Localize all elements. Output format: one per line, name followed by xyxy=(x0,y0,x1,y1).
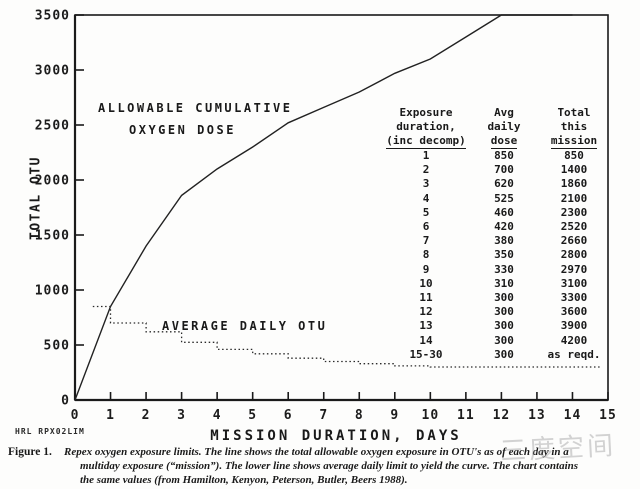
table-header-line: Total xyxy=(557,106,591,119)
table-cell: 300 xyxy=(494,347,514,361)
x-tick-label: 12 xyxy=(493,408,511,423)
table-cell: 6 xyxy=(422,219,430,233)
y-tick-label: 2000 xyxy=(35,174,70,189)
table-header-line: daily xyxy=(487,120,521,134)
table-cell: 380 xyxy=(494,234,514,248)
y-tick-label: 3000 xyxy=(35,64,70,79)
table-cell: 420 xyxy=(494,219,514,233)
table-cell: 3 xyxy=(422,177,430,191)
table-header-cell: Avg daily dose xyxy=(474,106,534,149)
x-tick-label: 13 xyxy=(528,408,546,423)
x-tick-label: 7 xyxy=(319,408,328,423)
plot-id-label: HRL RPX02LIM xyxy=(15,427,85,436)
table-header-line: Exposure xyxy=(399,106,453,119)
table-cell: 4200 xyxy=(560,333,588,347)
table-cell: 12 xyxy=(419,305,433,319)
table-header-line: dose xyxy=(490,134,518,149)
table-header-line: (inc decomp) xyxy=(386,134,466,149)
x-axis-title: MISSION DURATION, DAYS xyxy=(210,428,462,444)
exposure-limits-table: Exposure duration, (inc decomp) Avg daily dos… xyxy=(378,106,614,362)
average-daily-line xyxy=(92,305,601,368)
x-tick-label: 15 xyxy=(599,408,617,423)
table-cell: 5 xyxy=(422,205,430,219)
x-tick-label: 5 xyxy=(248,408,257,423)
x-tick-label: 0 xyxy=(71,408,80,423)
table-cell: 2800 xyxy=(560,248,588,262)
y-tick-label: 3500 xyxy=(35,9,70,24)
table-cell: 14 xyxy=(419,333,433,347)
caption-line: multiday exposure (“mission”). The lower… xyxy=(80,459,579,472)
y-axis-title: TOTAL OTU xyxy=(28,156,44,240)
table-cell: 7 xyxy=(422,234,430,248)
table-header-cell: Total this mission xyxy=(534,106,614,149)
figure-caption-label: Figure 1. xyxy=(8,446,52,458)
caption-line: the same values (from Hamilton, Kenyon, … xyxy=(80,473,408,486)
x-tick-label: 11 xyxy=(457,408,475,423)
table-cell: 13 xyxy=(419,319,433,333)
y-tick-label: 1000 xyxy=(35,284,70,299)
table-cell: 1400 xyxy=(560,163,588,177)
table-cell: 525 xyxy=(494,191,514,205)
table-cell: as reqd. xyxy=(547,347,601,361)
table-header-cell: Exposure duration, (inc decomp) xyxy=(378,106,474,149)
y-tick-label: 2500 xyxy=(35,119,70,134)
x-tick-label: 1 xyxy=(106,408,115,423)
x-tick-label: 2 xyxy=(142,408,151,423)
table-header-line: this xyxy=(560,120,588,134)
table-cell: 2100 xyxy=(560,191,588,205)
table-cell: 330 xyxy=(494,262,514,276)
table-cell: 2660 xyxy=(560,234,588,248)
table-cell: 15-30 xyxy=(409,347,443,361)
table-cell: 310 xyxy=(494,276,514,290)
table-cell: 300 xyxy=(494,290,514,304)
y-tick-label: 0 xyxy=(61,394,70,409)
table-cell: 300 xyxy=(494,333,514,347)
cumulative-curve xyxy=(74,14,573,401)
table-cell: 850 xyxy=(564,148,584,162)
table-header-line: Avg xyxy=(494,106,514,119)
table-cell: 2300 xyxy=(560,205,588,219)
x-tick-label: 6 xyxy=(284,408,293,423)
figure-caption: Figure 1. Repex oxygen exposure limits. … xyxy=(0,446,640,488)
table-cell: 3300 xyxy=(560,290,588,304)
table-cell: 3100 xyxy=(560,276,588,290)
table-header-line: duration, xyxy=(396,120,456,134)
table-cell: 2 xyxy=(422,163,430,177)
table-cell: 9 xyxy=(422,262,430,276)
y-tick-label: 1500 xyxy=(35,229,70,244)
table-cell: 1 xyxy=(422,148,430,162)
annotation-average-daily-otu: AVERAGE DAILY OTU xyxy=(162,319,328,333)
table-cell: 8 xyxy=(422,248,430,262)
x-tick-label: 4 xyxy=(213,408,222,423)
table-cell: 11 xyxy=(419,290,433,304)
table-cell: 850 xyxy=(494,148,514,162)
table-cell: 4 xyxy=(422,191,430,205)
caption-line: Repex oxygen exposure limits. The line s… xyxy=(64,446,569,458)
table-cell: 1860 xyxy=(560,177,588,191)
table-cell: 620 xyxy=(494,177,514,191)
figure-caption-text: Repex oxygen exposure limits. The line s… xyxy=(64,446,578,488)
x-tick-label: 9 xyxy=(390,408,399,423)
annotation-allowable-cumulative-line1: ALLOWABLE CUMULATIVE xyxy=(98,101,293,115)
x-tick-label: 3 xyxy=(177,408,186,423)
table-cell: 3600 xyxy=(560,305,588,319)
table-header-line: mission xyxy=(550,134,598,149)
table-cell: 2520 xyxy=(560,219,588,233)
x-tick-label: 10 xyxy=(422,408,440,423)
y-tick-label: 500 xyxy=(44,339,70,354)
table-cell: 300 xyxy=(494,319,514,333)
table-cell: 460 xyxy=(494,205,514,219)
table-cell: 2970 xyxy=(560,262,588,276)
table-cell: 10 xyxy=(419,276,433,290)
table-cell: 700 xyxy=(494,163,514,177)
table-cell: 350 xyxy=(494,248,514,262)
table-cell: 300 xyxy=(494,305,514,319)
x-tick-label: 14 xyxy=(564,408,582,423)
table-cell: 3900 xyxy=(560,319,588,333)
x-tick-label: 8 xyxy=(355,408,364,423)
annotation-allowable-cumulative-line2: OXYGEN DOSE xyxy=(129,123,236,137)
